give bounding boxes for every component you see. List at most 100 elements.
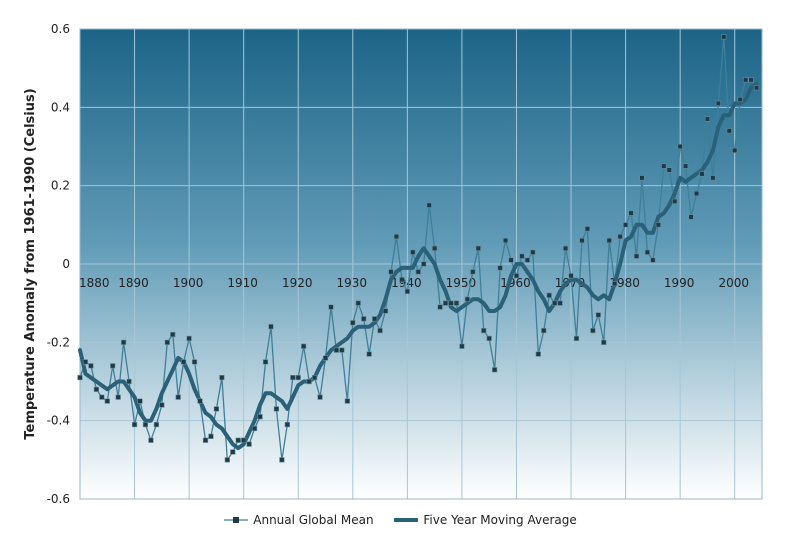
data-point [344,398,350,404]
data-point [301,343,307,349]
data-point [361,316,367,322]
data-point [524,257,530,263]
x-tick-label: 1950 [446,276,477,290]
data-point [573,335,580,342]
data-point [661,163,667,169]
legend-swatch-annual [224,517,249,523]
legend-label-annual: Annual Global Mean [253,513,374,527]
data-point [191,359,198,365]
legend: Annual Global Mean Five Year Moving Aver… [0,513,800,528]
data-point [508,257,514,263]
data-point [639,175,645,181]
data-point [622,222,629,228]
data-point [584,226,591,232]
data-point [399,277,405,283]
data-point [372,316,378,322]
y-tick-label: 0.4 [51,100,70,114]
data-point [721,34,727,40]
data-point [224,457,230,463]
data-point [464,296,470,302]
data-point [246,441,252,447]
data-point [322,355,329,361]
data-point [181,359,187,365]
data-point [170,331,176,338]
data-point [393,233,400,240]
data-point [535,351,541,357]
plot-border [79,28,763,500]
data-point [530,249,536,255]
y-tick-label: -0.6 [47,492,70,506]
data-point [552,300,558,306]
data-point [213,406,220,412]
data-point [590,327,596,334]
data-point [219,374,225,381]
data-point [268,324,274,330]
data-point [77,374,83,381]
data-point [442,300,449,306]
data-point [295,374,301,381]
data-point [737,96,743,103]
data-point [475,245,481,251]
data-point [235,437,241,443]
data-point [230,449,236,455]
y-tick-label: -0.4 [47,414,70,428]
data-point [355,300,361,306]
data-point [562,245,569,251]
data-point [612,280,618,287]
data-point [732,147,738,154]
x-tick-label: 1940 [391,276,422,290]
data-point [312,374,318,381]
data-point [470,269,476,275]
data-point [164,339,170,345]
x-tick-label: 1890 [118,276,149,290]
data-point [459,343,465,349]
data-point [317,394,323,400]
data-point [421,261,427,267]
data-point [241,437,247,443]
data-point [546,292,552,298]
data-point [541,327,547,334]
y-tick-label: 0.6 [51,22,70,36]
data-point [617,233,623,240]
data-point [377,327,383,334]
data-point [82,359,89,365]
data-point [448,300,454,306]
data-point [699,171,705,177]
data-point [251,425,258,432]
data-point [366,351,372,357]
data-point [197,398,203,404]
data-point [273,406,280,412]
data-point [519,253,525,259]
data-point [644,249,651,255]
x-tick-label: 1990 [664,276,695,290]
data-point [202,437,209,443]
y-axis-label: Temperature Anomaly from 1961-1990 (Cels… [23,88,38,439]
data-point [382,308,389,314]
data-point [672,198,678,204]
data-point [306,378,312,385]
data-point [159,402,165,408]
data-point [333,347,340,353]
data-point [453,300,460,306]
data-point [99,394,105,400]
series-moving-average-line [78,81,759,451]
data-point [650,257,656,263]
data-point [579,237,585,244]
x-tick-label: 1910 [227,276,258,290]
data-point [104,398,110,404]
data-point [88,363,94,369]
data-point [677,143,683,150]
data-point [666,167,672,173]
data-point [257,414,263,420]
data-point [186,335,192,342]
data-point [704,116,711,122]
data-point [328,304,334,310]
data-point [497,265,503,271]
data-point [715,100,721,107]
data-point [502,237,509,244]
data-point [410,249,416,255]
y-tick-label: 0 [62,257,70,271]
data-point [93,386,99,392]
data-point [481,327,487,334]
